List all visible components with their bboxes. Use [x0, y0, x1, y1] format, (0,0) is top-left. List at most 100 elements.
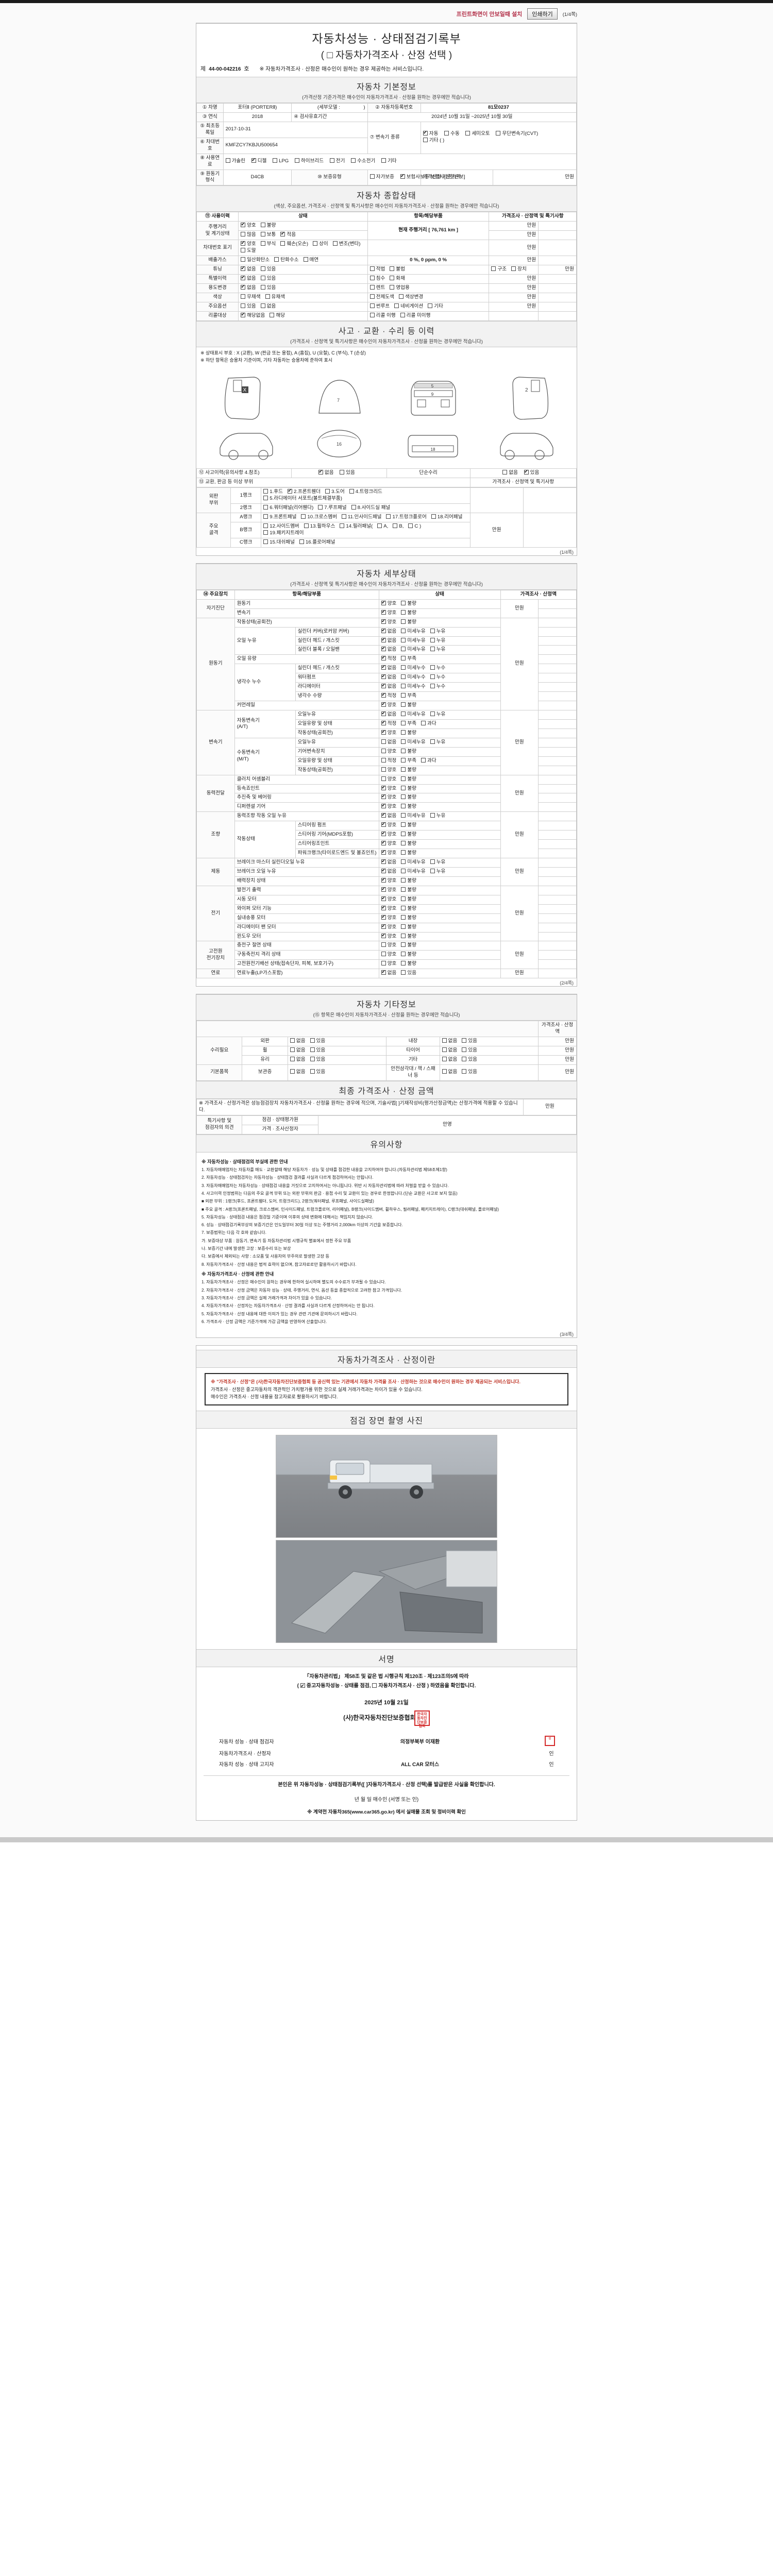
checkbox-icon[interactable] — [381, 710, 386, 716]
detail-opt-4-1-1-1[interactable]: 불량 — [401, 832, 416, 838]
checkbox-icon-performance[interactable] — [300, 1682, 305, 1690]
checkbox-icon[interactable] — [260, 241, 265, 246]
checkbox-icon[interactable] — [430, 868, 435, 873]
checkbox-icon[interactable] — [421, 720, 426, 725]
checkbox-icon[interactable] — [381, 942, 386, 947]
detail-opt-2-0-1-0[interactable]: 적정 — [381, 719, 396, 727]
checkbox-icon[interactable] — [430, 711, 435, 717]
checkbox-icon[interactable] — [442, 1069, 447, 1074]
overall-opt3-6-1[interactable]: 색상변경 — [398, 294, 423, 301]
overall-opt-7-0[interactable]: 있음 — [241, 303, 256, 310]
detail-opt-6-0-0-0[interactable]: 양호 — [381, 886, 396, 894]
checkbox-icon[interactable] — [401, 822, 406, 827]
checkbox-icon[interactable] — [381, 701, 386, 707]
detail-opt-1-1-1-2[interactable]: 누유 — [430, 637, 445, 645]
checkbox-icon[interactable] — [400, 312, 405, 317]
acc-hist-opt-0[interactable]: 없음 — [318, 468, 334, 477]
overall-opt3-6-0[interactable]: 전체도색 — [369, 294, 394, 301]
checkbox-icon[interactable] — [241, 294, 246, 299]
checkbox-icon[interactable] — [401, 794, 406, 800]
detail-opt-5-0-0-2[interactable]: 누유 — [430, 859, 445, 866]
detail-opt-3-0-0-1[interactable]: 불량 — [401, 776, 416, 783]
fuel-opt-4[interactable]: 전기 — [329, 158, 345, 165]
checkbox-icon[interactable] — [303, 257, 308, 262]
etc-opt-3-0-0[interactable]: 없음 — [290, 1069, 306, 1076]
checkbox-icon[interactable] — [381, 673, 386, 679]
checkbox-icon[interactable] — [430, 637, 435, 642]
detail-opt-6-3-0-1[interactable]: 불량 — [401, 914, 416, 922]
checkbox-icon[interactable] — [401, 647, 406, 652]
fuel-opt-1[interactable]: 디젤 — [251, 157, 266, 165]
checkbox-icon[interactable] — [502, 470, 508, 475]
checkbox-icon[interactable] — [430, 859, 435, 865]
checkbox-icon[interactable] — [401, 619, 406, 624]
detail-opt-0-1-0-0[interactable]: 양호 — [381, 608, 396, 617]
detail-opt-6-5-0-0[interactable]: 양호 — [381, 932, 396, 940]
checkbox-icon[interactable] — [401, 914, 406, 920]
damage-opt-1-1-1[interactable]: 13.휠하우스 — [304, 523, 335, 530]
checkbox-icon[interactable] — [401, 739, 406, 744]
detail-opt-2-0-1-1[interactable]: 부족 — [401, 720, 416, 727]
checkbox-icon[interactable] — [381, 802, 386, 809]
checkbox-icon[interactable] — [430, 813, 435, 818]
detail-opt-7-1-0-1[interactable]: 불량 — [401, 952, 416, 958]
fuel-opt-6[interactable]: 기타 — [381, 158, 397, 165]
detail-opt-1-3-0-1[interactable]: 미세누수 — [401, 665, 426, 672]
checkbox-icon[interactable] — [381, 839, 386, 845]
detail-opt-5-0-0-1[interactable]: 미세누유 — [401, 859, 426, 866]
checkbox-icon[interactable] — [390, 275, 395, 280]
detail-opt-7-1-0-0[interactable]: 양호 — [381, 952, 396, 958]
damage-opt-1-1-2[interactable]: 14.필러패널( — [340, 523, 373, 530]
detail-opt-6-0-0-1[interactable]: 불량 — [401, 887, 416, 894]
overall-opt3-8-0[interactable]: 리콜 이행 — [369, 312, 396, 319]
checkbox-icon[interactable] — [401, 748, 406, 753]
etc-opt-0-0-1[interactable]: 있음 — [310, 1038, 325, 1045]
checkbox-icon[interactable] — [442, 1056, 447, 1061]
detail-opt-1-1-2-2[interactable]: 누유 — [430, 647, 445, 653]
checkbox-icon[interactable] — [260, 303, 265, 308]
detail-opt-5-1-0-1[interactable]: 미세누유 — [401, 868, 426, 875]
trans-opt-0[interactable]: 자동 — [423, 129, 438, 138]
checkbox-icon[interactable] — [251, 157, 256, 163]
detail-opt-3-3-0-1[interactable]: 불량 — [401, 804, 416, 810]
checkbox-icon[interactable] — [381, 904, 386, 910]
detail-opt-1-4-0-1[interactable]: 불량 — [401, 702, 416, 709]
checkbox-icon[interactable] — [381, 821, 386, 827]
damage-opt-1-1-6[interactable]: 19.패키지트레이 — [263, 530, 304, 537]
checkbox-icon[interactable] — [401, 665, 406, 670]
checkbox-icon[interactable] — [304, 523, 309, 529]
overall-opt-5-0[interactable]: 없음 — [241, 283, 256, 292]
overall-opt-0-1-2[interactable]: 적음 — [280, 230, 296, 239]
detail-opt-1-1-2-1[interactable]: 미세누유 — [401, 647, 426, 653]
etc-opt-0-1-0[interactable]: 없음 — [442, 1038, 457, 1045]
detail-opt-4-1-1-0[interactable]: 양호 — [381, 830, 396, 838]
overall-opt3-8-1[interactable]: 리콜 미이행 — [400, 312, 430, 319]
detail-opt-2-0-0-1[interactable]: 미세누유 — [401, 711, 426, 718]
detail-opt-1-3-0-0[interactable]: 없음 — [381, 664, 396, 672]
overall-opt-2-1[interactable]: 탄화수소 — [274, 257, 299, 264]
detail-opt-3-2-0-1[interactable]: 불량 — [401, 794, 416, 801]
detail-opt-2-1-3-1[interactable]: 불량 — [401, 767, 416, 774]
trans-opt-2[interactable]: 세미오토 — [465, 131, 490, 138]
damage-opt-0-0-2[interactable]: 3.도어 — [325, 489, 345, 496]
checkbox-icon[interactable] — [401, 628, 406, 633]
detail-opt-8-0-0-0[interactable]: 없음 — [381, 969, 396, 977]
checkbox-icon[interactable] — [225, 158, 230, 163]
checkbox-icon[interactable] — [428, 303, 433, 308]
damage-opt-1-1-3[interactable]: A, — [377, 523, 388, 530]
overall-opt-2-0[interactable]: 일산화탄소 — [241, 257, 270, 264]
checkbox-icon[interactable] — [369, 284, 375, 290]
etc-opt-3-1-0[interactable]: 없음 — [442, 1069, 457, 1076]
overall-opt-4-0[interactable]: 없음 — [241, 274, 256, 282]
detail-opt-1-3-3-1[interactable]: 부족 — [401, 693, 416, 700]
detail-opt-6-2-0-1[interactable]: 불량 — [401, 905, 416, 912]
checkbox-icon[interactable] — [381, 886, 386, 892]
checkbox-icon[interactable] — [401, 832, 406, 837]
overall-opt-7-1[interactable]: 없음 — [260, 303, 276, 310]
checkbox-icon[interactable] — [462, 1056, 467, 1061]
overall-opt-5-1[interactable]: 있음 — [260, 284, 276, 292]
checkbox-icon[interactable] — [381, 664, 386, 670]
checkbox-icon[interactable] — [381, 767, 386, 772]
detail-opt-1-3-2-2[interactable]: 누수 — [430, 684, 445, 690]
checkbox-icon[interactable] — [381, 793, 386, 800]
